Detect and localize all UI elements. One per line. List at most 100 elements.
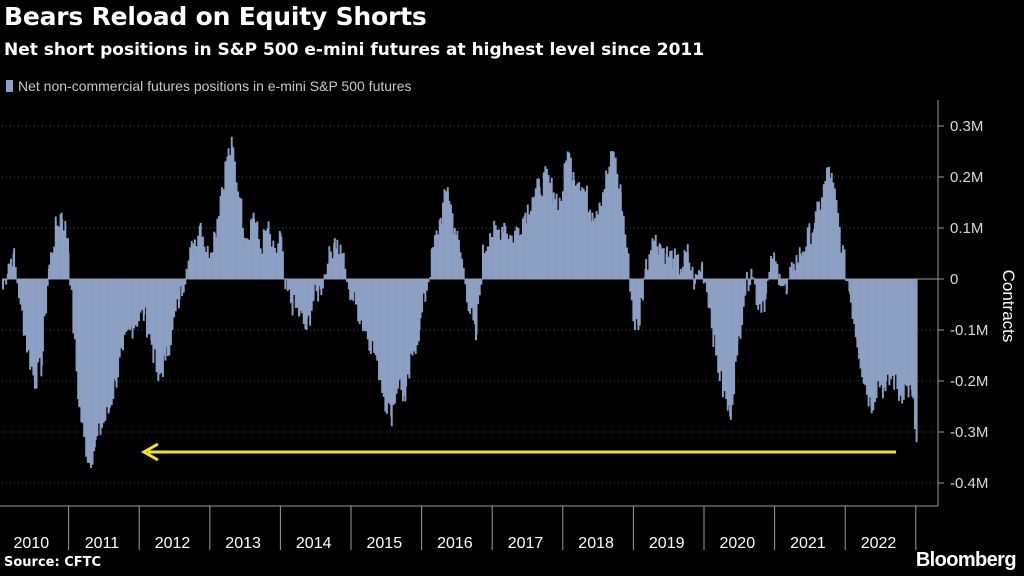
bar [100,279,103,427]
bar [496,233,499,279]
bar [294,279,297,308]
bar [290,279,292,303]
bar [648,254,651,279]
bar [746,271,748,279]
bar [56,225,59,279]
bar [80,279,83,423]
bar [669,251,672,279]
bar [634,279,636,330]
bar [896,279,899,390]
bar [715,279,718,356]
bar [131,279,134,339]
bar [710,279,713,329]
bar [480,279,483,285]
bar [670,250,673,279]
bar [610,151,612,279]
bar [667,256,670,279]
bar [718,279,721,381]
bar [771,258,774,279]
x-tick-label: 2018 [578,535,614,552]
bar [475,279,477,341]
bar [134,279,137,326]
legend: Net non-commercial futures positions in … [6,78,411,94]
bar [572,171,575,279]
bar [312,279,315,300]
bar [115,279,117,381]
bar [581,187,584,279]
bar [622,215,625,279]
bar [694,273,697,279]
bar [378,279,380,380]
bar [85,279,88,457]
bar [363,279,366,331]
bar [234,161,236,279]
y-tick-label: -0.4M [950,475,988,492]
x-tick-label: 2016 [437,535,473,552]
bar [43,279,46,317]
bar [757,279,760,305]
chart-title: Bears Reload on Equity Shorts [4,2,427,31]
bar [912,279,915,399]
bar [464,279,467,285]
bar [125,279,128,332]
bar [589,209,592,279]
bar [863,279,866,381]
bar [875,279,878,398]
bar [414,279,417,355]
bar [285,278,288,279]
x-tick-label: 2022 [861,535,897,552]
bar [2,279,4,290]
bar-series [2,136,918,468]
bar [766,279,769,281]
bar [598,202,601,279]
bar [914,279,916,429]
bar [894,279,897,375]
bar [810,244,812,279]
bar [110,279,113,405]
bar [166,279,169,357]
bar [70,279,73,290]
bar [376,279,379,361]
bar [60,212,63,279]
bar [559,202,562,279]
bar [528,214,531,279]
bar [358,279,361,325]
bar [842,253,845,279]
bar [510,238,513,279]
y-tick-label: -0.1M [950,322,988,339]
bar [722,279,725,392]
bar [738,279,740,337]
bar [600,206,603,279]
bar [64,221,67,279]
bar [587,211,590,279]
bar [266,228,269,279]
bar [530,211,532,279]
bar [741,279,744,325]
bar [547,174,550,279]
bar [591,212,594,279]
bar [286,279,289,291]
bar [330,251,332,279]
bar [58,226,60,279]
bar [624,234,627,279]
bar [744,279,747,296]
bar [53,246,56,279]
bar [605,177,608,279]
bar [347,279,350,290]
bar [901,279,904,404]
bar [219,196,222,279]
bar [614,157,617,279]
bar [182,279,185,293]
bar [683,250,686,279]
bar [640,279,643,299]
bar [398,279,401,380]
bar [531,197,534,279]
bar [520,234,523,279]
bar [658,243,661,279]
bar [67,238,69,279]
bar [442,202,444,279]
bar [298,279,301,315]
bar [514,230,516,279]
bar [354,279,356,293]
annotation-arrow-head [140,442,159,462]
